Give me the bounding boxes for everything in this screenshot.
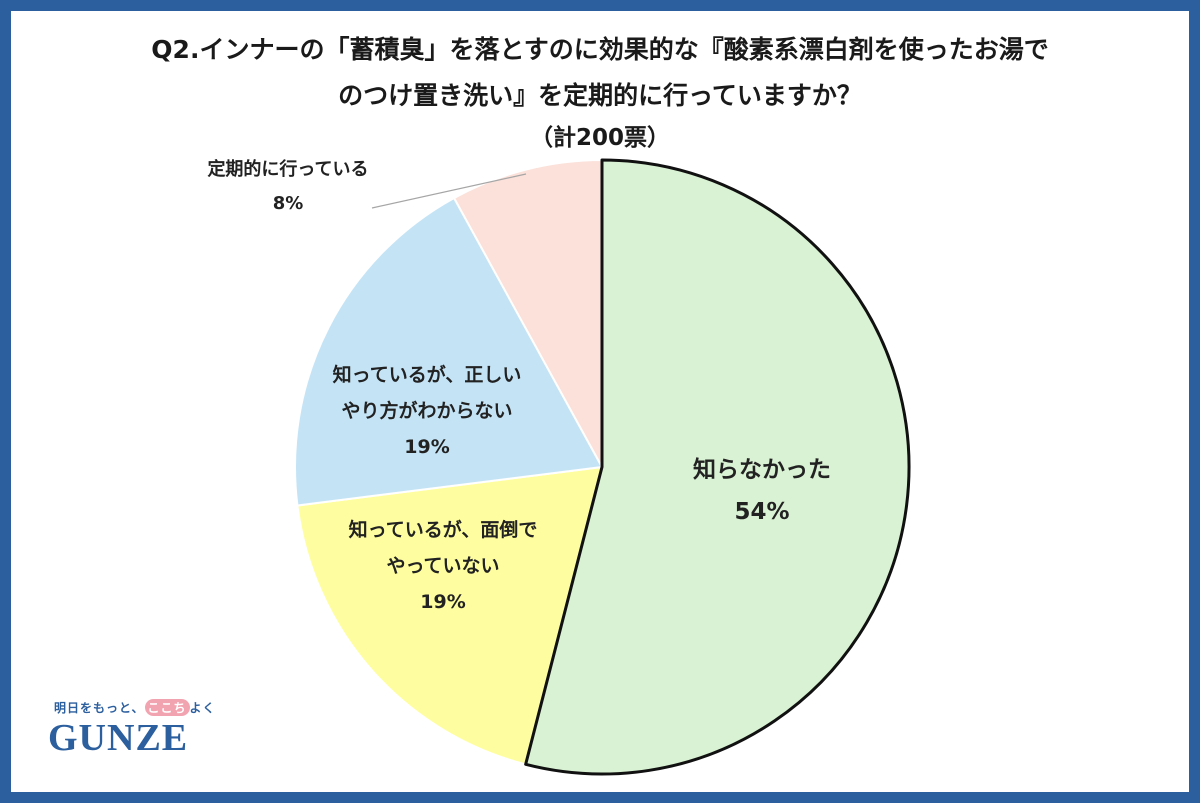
slice-category-label-3: 知っているが、正しい	[333, 363, 522, 386]
slice-category-label-2: やっていない	[386, 555, 499, 577]
leader-line-4	[371, 173, 527, 209]
chart-title-line-1: Q2.インナーの「蓄積臭」を落とすのに効果的な『酸素系漂白剤を使ったお湯で	[151, 35, 1049, 64]
brand-tagline-prefix: 明日をもっと、	[54, 701, 145, 715]
brand-tagline: 明日をもっと、 ここち よく	[54, 699, 216, 716]
slice-category-label-1: 知らなかった	[693, 456, 831, 483]
slice-value-label-4: 8%	[273, 193, 304, 214]
chart-total-votes: （計200票）	[529, 125, 670, 151]
brand-logo: GUNZE	[48, 717, 189, 759]
slice-value-label-2: 19%	[420, 591, 465, 613]
slice-category-label-3: やり方がわからない	[341, 399, 512, 422]
slice-value-label-1: 54%	[734, 499, 789, 525]
pie-slice-3	[294, 196, 604, 507]
slice-category-label-2: 知っているが、面倒で	[349, 518, 538, 541]
slice-value-label-3: 19%	[404, 436, 449, 458]
slice-category-label-4: 定期的に行っている	[207, 158, 368, 180]
brand-tagline-suffix: よく	[189, 701, 216, 715]
chart-title-line-2: のつけ置き洗い』を定期的に行っていますか？	[338, 81, 862, 110]
pie-slice-1-outline	[524, 158, 911, 776]
brand-tagline-highlight: ここち	[144, 699, 190, 716]
pie-slice-2	[296, 465, 604, 766]
pie-slice-4	[452, 158, 603, 468]
